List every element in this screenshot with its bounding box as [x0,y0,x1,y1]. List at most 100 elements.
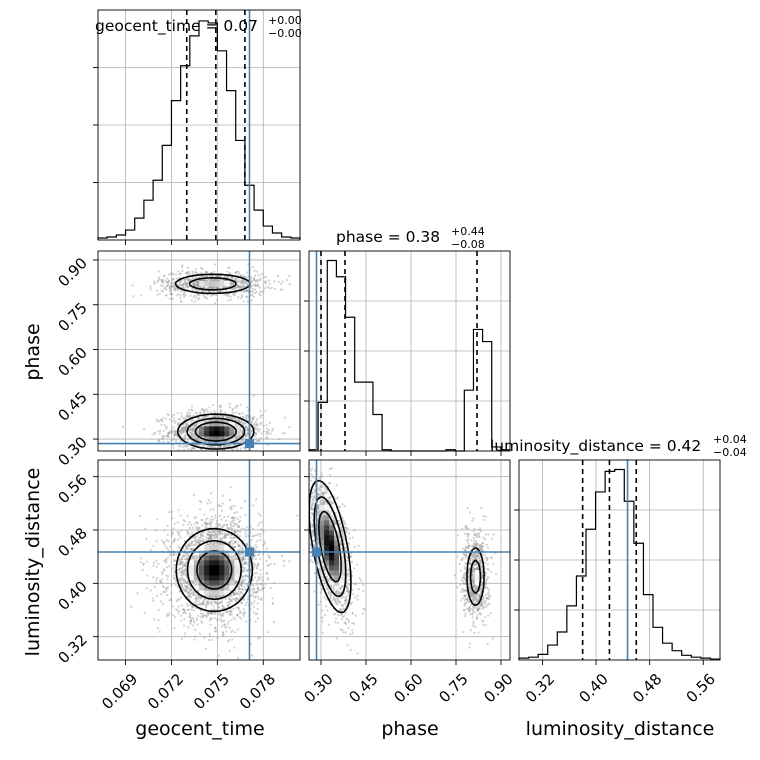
sample-point [195,423,198,426]
sample-point [214,532,217,535]
sample-point [254,291,257,295]
sample-point [241,558,244,562]
sample-point [236,533,239,536]
sample-point [172,285,175,288]
sample-point [235,597,238,600]
sample-point [230,537,233,540]
sample-point [222,631,225,634]
sample-point [241,440,244,443]
sample-point [188,583,191,586]
sample-point [159,284,163,287]
sample-point [244,574,248,577]
sample-point [184,564,187,567]
sample-point [235,418,238,422]
sample-point [161,437,164,441]
sample-point [234,436,237,439]
sample-point [237,525,240,529]
sample-point [195,451,197,453]
sample-point [218,275,221,278]
sample-point [169,292,172,295]
sample-point [196,283,199,286]
sample-point [189,428,192,431]
sample-point [229,595,232,598]
sample-point [288,274,291,278]
sample-point [179,300,183,303]
sample-point [183,611,186,614]
sample-point [254,420,257,423]
sample-point [212,286,215,289]
sample-point [265,275,268,278]
sample-point [182,578,185,582]
sample-point [171,285,174,288]
sample-point [181,264,184,267]
sample-point [173,522,176,526]
sample-point [218,618,221,621]
sample-point [192,544,195,547]
sample-point [238,545,242,548]
sample-point [184,554,187,557]
sample-point [214,514,217,517]
sample-point [242,598,246,601]
sample-point [167,433,170,436]
sample-point [210,608,213,611]
sample-point [246,433,249,436]
sample-point [190,544,193,547]
sample-point [195,618,198,621]
sample-point [184,434,187,437]
sample-point [184,565,187,568]
sample-point [155,581,158,584]
sample-point [239,584,242,587]
sample-point [194,521,197,524]
sample-point [245,289,248,292]
sample-point [241,429,244,432]
sample-point [215,529,218,532]
sample-point [173,430,176,433]
sample-point [194,597,197,600]
sample-point [265,436,268,439]
sample-point [227,532,230,535]
sample-point [211,612,214,615]
sample-point [165,425,168,428]
sample-point [181,557,184,561]
sample-point [243,567,246,570]
sample-point [242,555,245,558]
sample-point [182,564,185,567]
sample-point [239,297,242,300]
sample-point [215,533,218,537]
sample-point [232,542,235,545]
sample-point [228,272,231,275]
sample-point [209,623,212,626]
sample-point [165,559,168,562]
sample-point [268,555,271,559]
sample-point [218,601,221,604]
sample-point [237,525,240,529]
sample-point [252,504,255,507]
sample-point [234,271,237,275]
sample-point [184,425,187,428]
sample-point [195,276,198,279]
sample-point [215,519,218,523]
sample-point [201,621,204,624]
sample-point [233,631,236,634]
sample-point [263,280,267,283]
sample-point [210,278,214,281]
sample-point [184,589,187,593]
sample-point [161,572,164,576]
sample-point [180,266,184,269]
sample-point [191,405,194,408]
density-cell [229,431,235,437]
sample-point [217,286,220,290]
sample-point [196,521,199,524]
sample-point [159,429,162,432]
sample-point [240,581,243,584]
sample-point [202,408,206,411]
sample-point [181,570,184,574]
sample-point [204,614,208,618]
sample-point [253,591,256,594]
sample-point [199,613,202,616]
sample-point [198,536,201,540]
sample-point [234,288,237,291]
sample-point [208,520,211,524]
sample-point [232,530,236,533]
sample-point [213,533,216,537]
